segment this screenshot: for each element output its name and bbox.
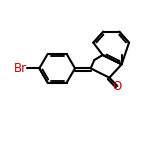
Text: O: O [113, 80, 122, 93]
Text: Br: Br [14, 62, 27, 75]
